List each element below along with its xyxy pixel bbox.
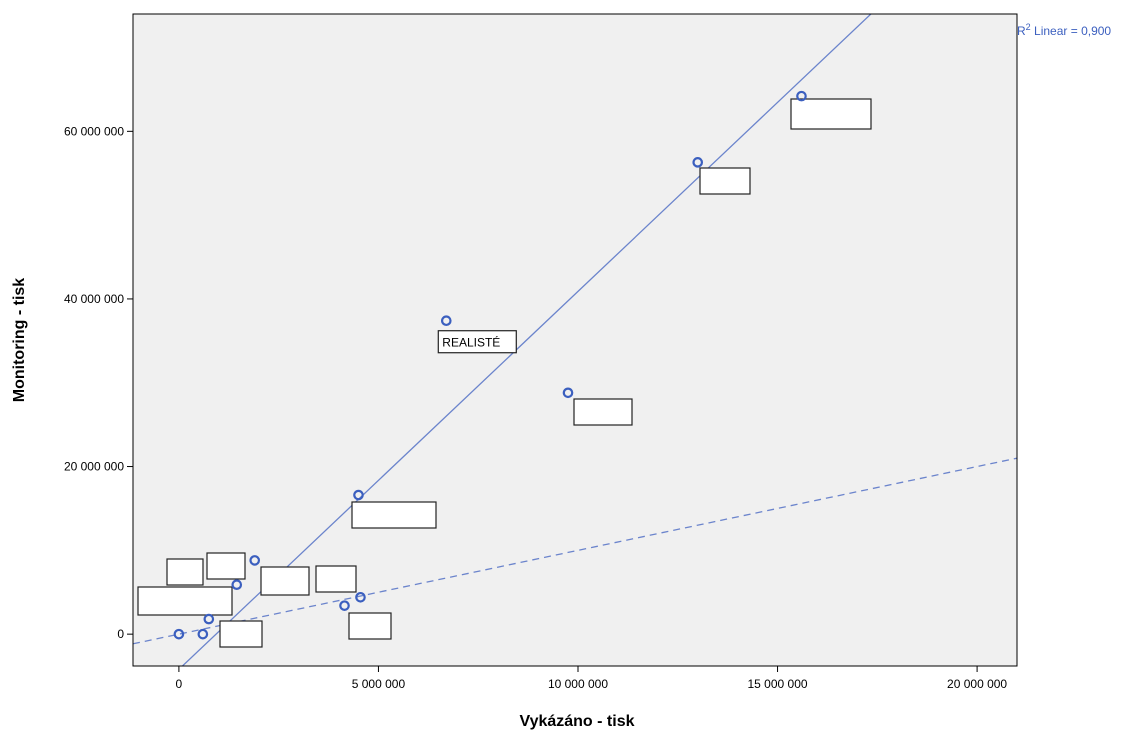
- point-label-box: [573, 398, 633, 426]
- x-tick-label: 20 000 000: [947, 677, 1007, 691]
- plot-frame: [132, 13, 1018, 667]
- data-point: [562, 387, 574, 399]
- point-label-box: [348, 612, 392, 640]
- data-point: [353, 489, 364, 501]
- reference-line: [133, 457, 1017, 645]
- point-label-box: [166, 558, 204, 586]
- point-label-box: [790, 98, 872, 130]
- point-label-box: [206, 552, 246, 580]
- x-tick-label: 10 000 000: [548, 677, 608, 691]
- data-point: [796, 90, 807, 102]
- y-tick-label: 60 000 000: [64, 124, 124, 138]
- data-point: [173, 628, 185, 640]
- y-tick-label: 20 000 000: [64, 460, 124, 474]
- point-label-box: [315, 565, 357, 593]
- data-point-label-text: REALISTÉ: [442, 335, 500, 350]
- y-axis-title: Monitoring - tisk: [11, 278, 28, 403]
- x-tick-label: 0: [176, 677, 183, 691]
- x-axis-title: Vykázáno - tisk: [519, 713, 634, 730]
- x-tick-label: 15 000 000: [748, 677, 808, 691]
- y-tick-label: 40 000 000: [64, 292, 124, 306]
- data-point: [249, 555, 261, 566]
- point-label-box: [219, 620, 263, 648]
- data-point-label-box: [437, 330, 517, 354]
- data-point: [231, 579, 243, 591]
- r2-linear-label: R2 Linear = 0,900: [1017, 22, 1111, 38]
- point-label-box: [260, 566, 310, 596]
- data-point: [203, 613, 215, 625]
- data-point: [355, 591, 366, 603]
- data-point: [692, 157, 704, 168]
- x-tick-label: 5 000 000: [352, 677, 406, 691]
- data-point: [440, 315, 452, 327]
- point-label-box: [137, 586, 233, 616]
- y-tick-label: 0: [117, 627, 124, 641]
- point-label-box: [351, 501, 437, 529]
- data-point: [197, 628, 209, 640]
- data-point-label: REALISTÉ: [437, 330, 517, 354]
- point-label-box: [699, 167, 751, 195]
- data-point: [339, 600, 350, 611]
- r2-value: Linear = 0,900: [1034, 24, 1111, 38]
